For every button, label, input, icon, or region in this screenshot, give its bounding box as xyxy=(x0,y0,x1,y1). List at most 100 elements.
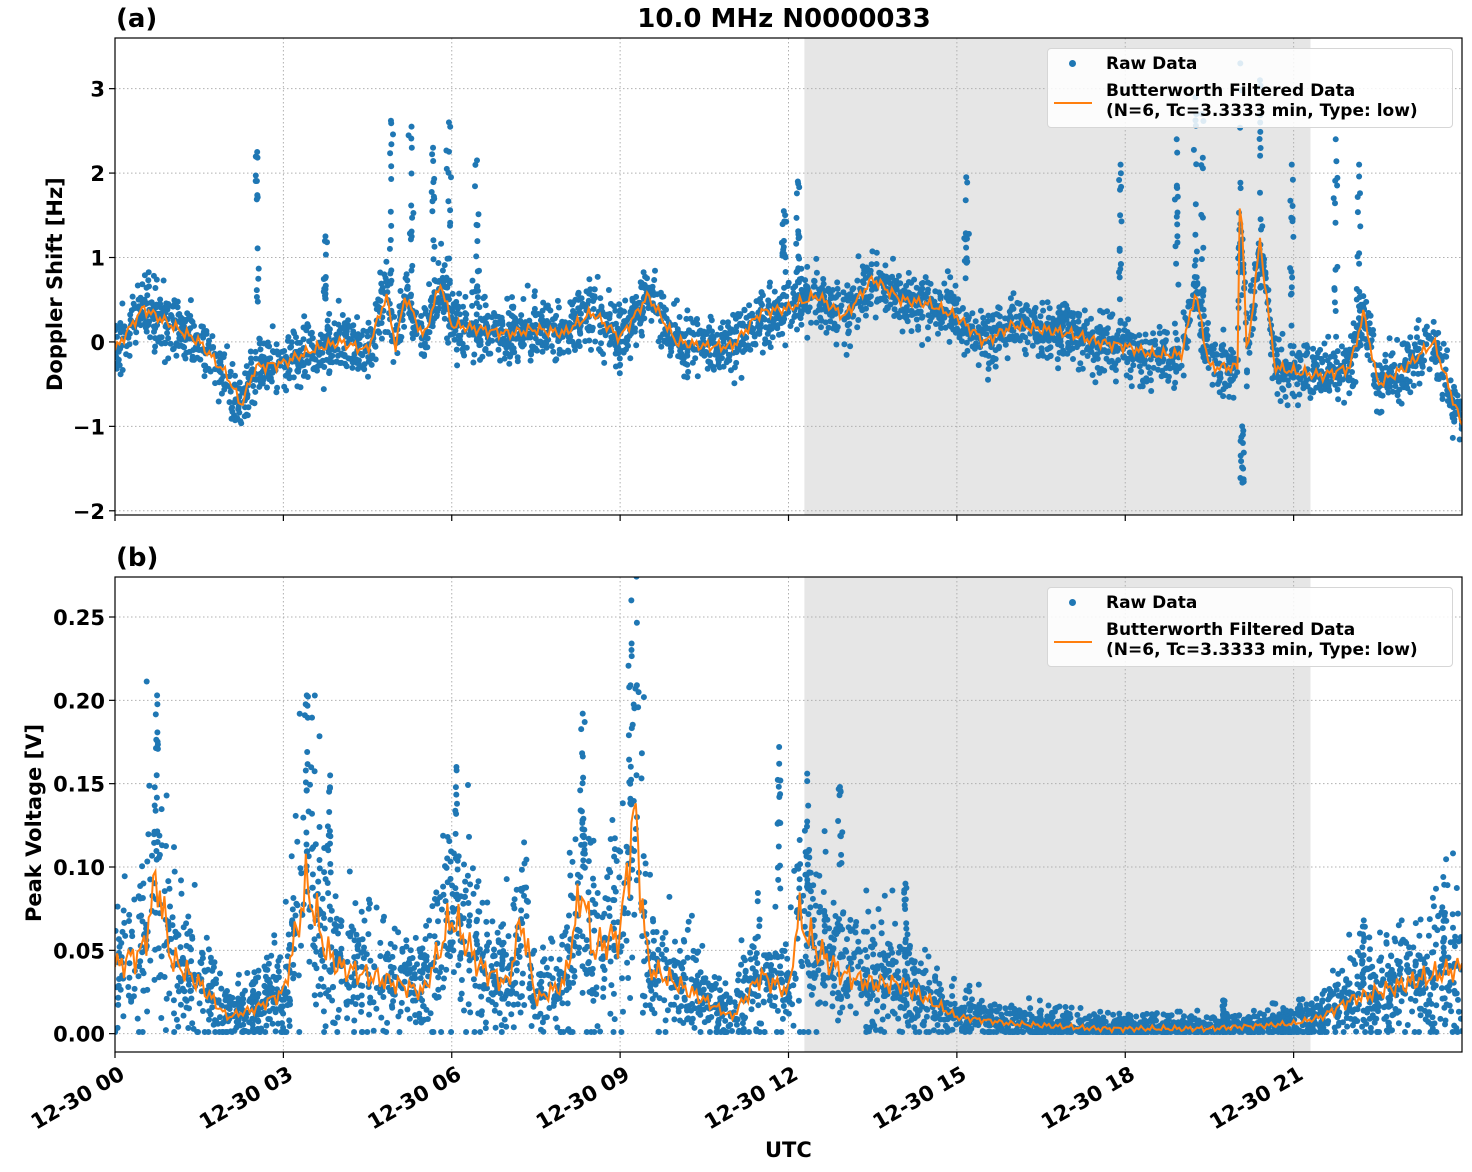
raw-data-point xyxy=(1300,380,1307,387)
raw-data-point xyxy=(143,328,150,335)
raw-data-point xyxy=(319,349,326,356)
y-tick-label: 0.10 xyxy=(53,856,105,880)
raw-data-point xyxy=(1117,161,1124,168)
raw-data-point xyxy=(121,919,128,926)
raw-data-point xyxy=(1395,922,1402,929)
raw-data-point xyxy=(861,299,868,306)
raw-data-point xyxy=(132,339,139,346)
raw-data-point xyxy=(590,306,597,312)
raw-data-point xyxy=(1383,364,1390,371)
raw-data-point xyxy=(201,362,208,369)
raw-data-point xyxy=(309,884,316,891)
raw-data-point xyxy=(1173,213,1180,220)
raw-data-point xyxy=(473,311,480,318)
raw-data-point xyxy=(1227,376,1234,383)
raw-data-point xyxy=(387,150,394,157)
raw-data-point xyxy=(965,230,972,237)
raw-data-point xyxy=(174,304,181,311)
raw-data-point xyxy=(746,302,753,309)
raw-data-point xyxy=(1417,339,1424,346)
raw-data-point xyxy=(1148,388,1155,394)
raw-data-point xyxy=(247,348,254,355)
raw-data-point xyxy=(946,322,953,329)
raw-data-point xyxy=(477,1029,484,1035)
raw-data-point xyxy=(346,983,353,990)
raw-data-point xyxy=(462,316,469,323)
raw-data-point xyxy=(1257,189,1263,196)
raw-data-point xyxy=(443,147,450,154)
raw-data-point xyxy=(894,990,901,997)
raw-data-point xyxy=(1118,218,1125,225)
raw-data-point xyxy=(304,358,311,364)
raw-data-point xyxy=(846,320,853,327)
raw-data-point xyxy=(676,330,683,337)
y-tick-label: 0.20 xyxy=(53,689,105,713)
raw-data-point xyxy=(152,343,159,350)
raw-data-point xyxy=(691,1024,698,1031)
raw-data-point xyxy=(464,872,471,879)
raw-data-point xyxy=(766,283,773,290)
raw-data-point xyxy=(1432,941,1439,948)
raw-data-point xyxy=(174,983,181,989)
raw-data-point xyxy=(576,325,583,332)
raw-data-point xyxy=(1173,260,1180,267)
raw-data-point xyxy=(591,1029,598,1035)
raw-data-point xyxy=(611,947,618,954)
raw-data-point xyxy=(1143,375,1150,382)
raw-data-point xyxy=(1088,315,1094,322)
raw-data-point xyxy=(664,1007,671,1014)
raw-data-point xyxy=(671,300,677,307)
raw-data-point xyxy=(971,345,978,352)
raw-data-point xyxy=(639,1009,646,1016)
raw-data-point xyxy=(256,340,263,347)
raw-data-point xyxy=(115,333,120,340)
raw-data-point xyxy=(249,366,256,373)
raw-data-point xyxy=(1279,330,1286,337)
raw-data-point xyxy=(1167,365,1173,372)
raw-data-point xyxy=(829,287,836,293)
raw-data-point xyxy=(1172,329,1179,336)
raw-data-point xyxy=(777,963,784,970)
raw-data-point xyxy=(153,276,160,283)
raw-data-point xyxy=(913,302,920,309)
raw-data-point xyxy=(429,151,436,158)
raw-data-point xyxy=(176,335,183,342)
raw-data-point xyxy=(274,384,281,391)
raw-data-point xyxy=(1307,395,1314,401)
raw-data-point xyxy=(1117,170,1124,177)
raw-data-point xyxy=(1444,347,1451,354)
raw-data-point xyxy=(445,198,452,205)
raw-data-point xyxy=(378,335,385,342)
raw-data-point xyxy=(234,415,241,421)
raw-data-point xyxy=(783,293,790,300)
raw-data-point xyxy=(1075,313,1082,320)
raw-data-point xyxy=(975,362,982,369)
raw-data-point xyxy=(548,955,555,962)
raw-data-point xyxy=(283,387,290,394)
raw-data-point xyxy=(1182,314,1189,321)
raw-data-point xyxy=(831,320,838,327)
raw-data-point xyxy=(408,202,415,209)
raw-data-point xyxy=(544,302,551,309)
raw-data-point xyxy=(1152,337,1159,344)
raw-data-point xyxy=(439,267,446,274)
raw-data-point xyxy=(1294,381,1301,388)
y-tick-label: 0.05 xyxy=(53,939,105,963)
raw-data-point xyxy=(206,1016,212,1023)
y-tick-label: 0 xyxy=(90,331,105,355)
raw-data-point xyxy=(1257,284,1264,291)
raw-data-point xyxy=(253,196,260,203)
raw-data-point xyxy=(426,917,433,924)
raw-data-point xyxy=(484,313,491,320)
raw-data-point xyxy=(1426,366,1433,373)
raw-data-point xyxy=(326,310,333,317)
raw-data-point xyxy=(367,355,374,362)
raw-data-point xyxy=(410,210,417,216)
raw-data-point xyxy=(873,249,880,256)
raw-data-point xyxy=(417,975,424,982)
raw-data-point xyxy=(147,299,154,306)
raw-data-point xyxy=(119,367,126,373)
raw-data-point xyxy=(901,313,908,320)
raw-data-point xyxy=(680,959,687,966)
raw-data-point xyxy=(1288,284,1295,291)
